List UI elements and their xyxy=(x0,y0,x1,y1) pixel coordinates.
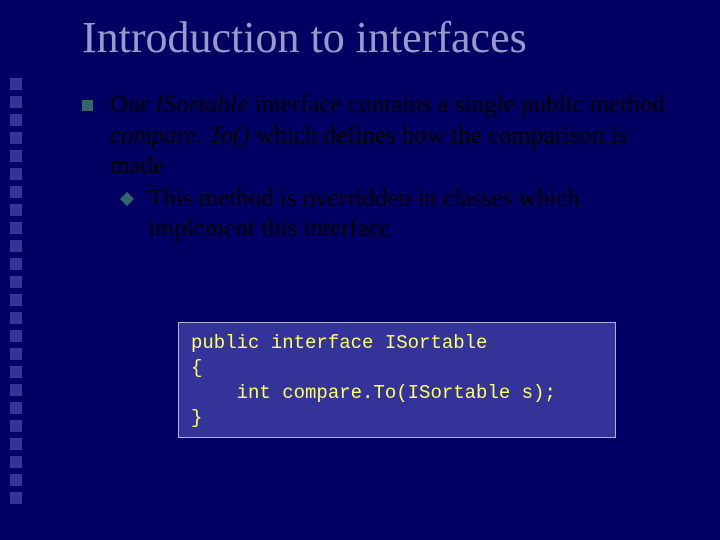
slide-title: Introduction to interfaces xyxy=(82,12,527,63)
bullet1-text-mid: interface contains a single public metho… xyxy=(248,91,665,118)
deco-square xyxy=(10,384,22,396)
deco-square xyxy=(10,222,22,234)
bullet1-italic-2: compare. To() xyxy=(110,122,250,149)
bullet-level-1: Our ISortable interface contains a singl… xyxy=(110,90,670,245)
slide: Introduction to interfaces Our ISortable… xyxy=(0,0,720,540)
code-line-1: public interface ISortable xyxy=(191,332,487,354)
diamond-bullet-icon xyxy=(120,191,134,205)
deco-square xyxy=(10,438,22,450)
bullet2-text: This method is overridden in classes whi… xyxy=(148,185,580,243)
bullet1-text-pre: Our xyxy=(110,91,155,118)
bullet1-italic-1: ISortable xyxy=(155,91,248,118)
deco-square xyxy=(10,204,22,216)
deco-square xyxy=(10,312,22,324)
deco-square xyxy=(10,132,22,144)
bullet-level-2: This method is overridden in classes whi… xyxy=(148,184,670,245)
square-bullet-icon xyxy=(82,100,93,111)
code-line-4: } xyxy=(191,407,202,429)
deco-square xyxy=(10,456,22,468)
deco-square xyxy=(10,114,22,126)
deco-square xyxy=(10,366,22,378)
side-decoration xyxy=(10,78,24,510)
deco-square xyxy=(10,240,22,252)
deco-square xyxy=(10,474,22,486)
deco-square xyxy=(10,330,22,342)
deco-square xyxy=(10,258,22,270)
deco-square xyxy=(10,186,22,198)
code-block: public interface ISortable { int compare… xyxy=(178,322,616,438)
deco-square xyxy=(10,78,22,90)
deco-square xyxy=(10,420,22,432)
deco-square xyxy=(10,348,22,360)
deco-square xyxy=(10,402,22,414)
deco-square xyxy=(10,276,22,288)
deco-square xyxy=(10,168,22,180)
code-line-3: int compare.To(ISortable s); xyxy=(191,382,556,404)
deco-square xyxy=(10,96,22,108)
deco-square xyxy=(10,294,22,306)
deco-square xyxy=(10,150,22,162)
deco-square xyxy=(10,492,22,504)
code-line-2: { xyxy=(191,357,202,379)
